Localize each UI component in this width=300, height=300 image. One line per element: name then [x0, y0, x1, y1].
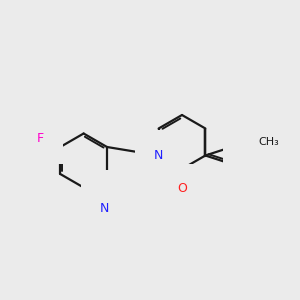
Text: N: N: [154, 149, 163, 162]
Text: N: N: [242, 136, 252, 148]
Text: F: F: [37, 133, 44, 146]
Text: N: N: [99, 202, 109, 214]
Text: C: C: [100, 188, 108, 202]
Text: CH₃: CH₃: [259, 137, 279, 147]
Text: O: O: [177, 182, 187, 196]
